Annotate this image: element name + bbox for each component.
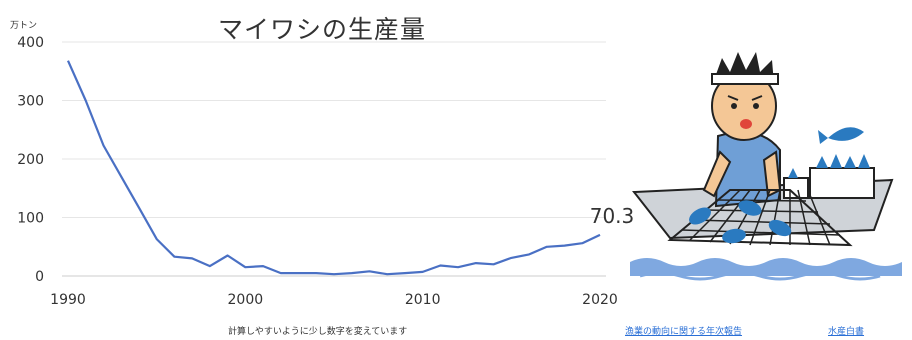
x-tick-label: 2000 [228,292,264,308]
fisherman-with-net-illustration [630,52,902,281]
y-tick-label: 0 [35,269,44,285]
chart-title: マイワシの生産量 [218,15,427,44]
y-tick-label: 400 [17,35,44,51]
y-tick-label: 300 [17,94,44,110]
source-link-white-paper[interactable]: 水産白書 [828,327,865,337]
source-link-annual-report[interactable]: 漁業の動向に関する年次報告 [625,327,743,337]
y-tick-label: 100 [17,211,44,227]
x-tick-label: 1990 [50,292,86,308]
x-tick-label: 2010 [405,292,441,308]
y-tick-label: 200 [17,152,44,168]
series-line [66,60,601,276]
x-tick-label: 2020 [582,292,618,308]
y-axis-unit-label: 万トン [10,21,38,31]
footnote: 計算しやすいように少し数字を変えています [228,327,408,337]
data-label: 70.3 [590,204,635,228]
